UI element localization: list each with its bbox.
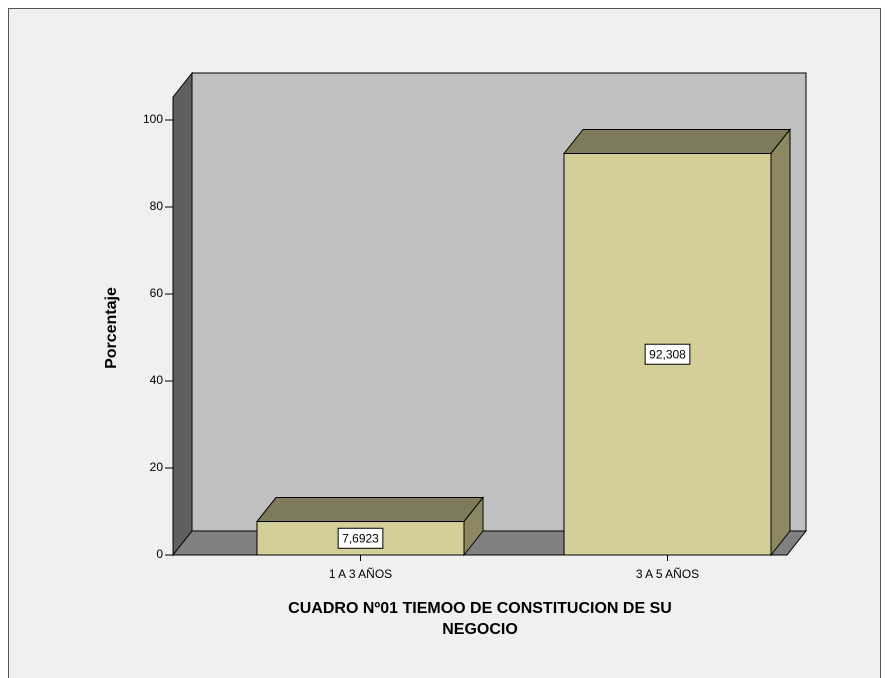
x-tick-label: 1 A 3 AÑOS: [329, 567, 392, 581]
y-tick-label: 0: [156, 547, 163, 561]
side-wall: [172, 71, 193, 557]
y-tick-label: 60: [150, 286, 164, 300]
x-tick-label: 3 A 5 AÑOS: [636, 567, 699, 581]
chart-title: NEGOCIO: [442, 621, 518, 638]
y-axis-label: Porcentaje: [103, 287, 120, 369]
y-tick-label: 80: [150, 199, 164, 213]
bar-side: [463, 496, 484, 557]
bar-top: [255, 497, 485, 523]
bar-top: [562, 128, 792, 154]
value-label: 92,308: [649, 347, 686, 361]
y-tick-label: 20: [150, 460, 164, 474]
y-tick-label: 100: [143, 112, 163, 126]
value-label-box: [644, 343, 691, 365]
value-label: 7,6923: [342, 531, 379, 545]
chart-title: CUADRO Nº01 TIEMOO DE CONSTITUCION DE SU: [288, 600, 672, 617]
value-label-box: [337, 527, 384, 549]
y-tick-label: 40: [150, 373, 164, 387]
bar-side: [770, 128, 791, 557]
